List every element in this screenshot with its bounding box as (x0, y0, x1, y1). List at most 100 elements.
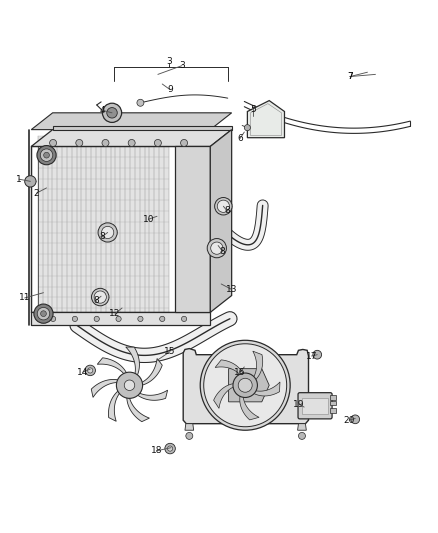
Circle shape (44, 152, 49, 158)
Circle shape (25, 176, 36, 187)
Polygon shape (297, 424, 306, 430)
Polygon shape (229, 369, 269, 402)
Text: 1: 1 (16, 175, 22, 184)
Polygon shape (126, 347, 139, 376)
Text: 2: 2 (34, 189, 39, 198)
Circle shape (50, 316, 56, 321)
Circle shape (233, 373, 258, 398)
Polygon shape (141, 359, 162, 385)
Circle shape (165, 443, 175, 454)
Circle shape (138, 316, 143, 321)
Circle shape (85, 365, 95, 376)
Polygon shape (185, 424, 194, 430)
Circle shape (186, 432, 193, 439)
Bar (330, 395, 336, 400)
Polygon shape (53, 126, 232, 130)
Polygon shape (175, 147, 210, 312)
Text: 4: 4 (99, 106, 105, 115)
Circle shape (102, 140, 109, 147)
Circle shape (88, 368, 93, 373)
Circle shape (72, 316, 78, 321)
Circle shape (204, 344, 287, 427)
Text: 8: 8 (99, 232, 105, 241)
Circle shape (180, 140, 187, 147)
Polygon shape (97, 358, 127, 374)
Circle shape (244, 125, 251, 131)
Text: 18: 18 (151, 446, 163, 455)
Circle shape (49, 140, 57, 147)
Circle shape (167, 446, 173, 451)
Polygon shape (31, 113, 232, 130)
Circle shape (37, 146, 56, 165)
Text: 17: 17 (306, 351, 317, 360)
Circle shape (92, 288, 109, 306)
Polygon shape (240, 395, 259, 420)
Polygon shape (31, 312, 210, 326)
Text: 12: 12 (110, 309, 121, 318)
Polygon shape (253, 382, 280, 396)
Polygon shape (31, 130, 232, 147)
Text: 13: 13 (226, 285, 237, 294)
Polygon shape (109, 391, 120, 421)
Circle shape (238, 378, 252, 392)
Circle shape (154, 140, 161, 147)
Polygon shape (210, 130, 232, 312)
Text: 8: 8 (219, 247, 226, 256)
Circle shape (124, 380, 135, 391)
Circle shape (181, 316, 187, 321)
Polygon shape (214, 384, 234, 408)
Circle shape (102, 103, 122, 123)
Polygon shape (253, 351, 263, 381)
Polygon shape (183, 349, 308, 424)
Text: 7: 7 (347, 72, 353, 81)
Circle shape (116, 316, 121, 321)
Text: 14: 14 (77, 368, 88, 377)
FancyBboxPatch shape (298, 393, 332, 419)
Circle shape (351, 415, 360, 424)
Text: 15: 15 (164, 347, 176, 356)
Circle shape (107, 108, 117, 118)
Circle shape (117, 372, 143, 398)
Bar (330, 400, 336, 405)
Text: 10: 10 (142, 215, 154, 224)
Circle shape (37, 308, 50, 320)
Text: 7: 7 (347, 72, 353, 81)
Circle shape (298, 432, 305, 439)
Circle shape (94, 291, 106, 303)
Text: 6: 6 (237, 134, 243, 143)
Circle shape (159, 316, 165, 321)
Circle shape (34, 304, 53, 323)
Bar (302, 398, 328, 414)
Text: 9: 9 (167, 85, 173, 94)
Circle shape (200, 340, 290, 430)
Text: 5: 5 (250, 105, 256, 114)
Polygon shape (91, 379, 119, 398)
Text: 19: 19 (293, 400, 304, 408)
Polygon shape (38, 135, 169, 319)
Circle shape (211, 242, 223, 254)
Circle shape (94, 316, 99, 321)
Polygon shape (127, 397, 149, 422)
Text: 8: 8 (224, 206, 230, 215)
Polygon shape (137, 390, 168, 400)
Polygon shape (215, 360, 244, 375)
Polygon shape (247, 101, 285, 138)
Circle shape (76, 140, 83, 147)
Text: 3: 3 (179, 61, 185, 70)
Text: 3: 3 (166, 57, 172, 66)
Circle shape (102, 227, 114, 239)
Circle shape (128, 140, 135, 147)
Circle shape (41, 311, 46, 317)
Circle shape (313, 350, 321, 359)
Text: 20: 20 (343, 416, 355, 425)
Text: 16: 16 (234, 368, 246, 377)
Text: 11: 11 (19, 294, 31, 302)
Circle shape (215, 198, 232, 215)
Circle shape (207, 239, 226, 258)
Circle shape (40, 149, 53, 161)
Circle shape (137, 99, 144, 106)
Circle shape (217, 200, 230, 212)
Bar (330, 408, 336, 413)
Text: 8: 8 (93, 296, 99, 305)
Circle shape (98, 223, 117, 242)
